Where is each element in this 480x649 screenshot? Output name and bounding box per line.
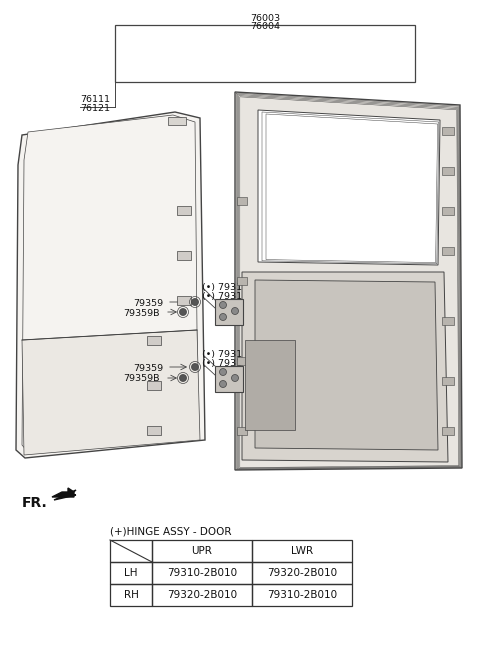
- Text: FR.: FR.: [22, 496, 48, 510]
- Bar: [152, 584, 252, 606]
- Circle shape: [192, 299, 199, 306]
- Polygon shape: [22, 330, 200, 455]
- Bar: [237, 197, 247, 205]
- Bar: [215, 366, 243, 392]
- Circle shape: [231, 308, 239, 315]
- Bar: [442, 207, 454, 215]
- Bar: [177, 251, 191, 260]
- Circle shape: [180, 308, 187, 315]
- Text: 76003: 76003: [250, 14, 280, 23]
- Bar: [442, 127, 454, 135]
- Bar: [442, 317, 454, 325]
- Text: RH: RH: [123, 590, 138, 600]
- Polygon shape: [54, 490, 76, 500]
- Bar: [110, 584, 152, 606]
- Text: 79310-2B010: 79310-2B010: [167, 568, 237, 578]
- Text: 79320-2B010: 79320-2B010: [167, 590, 237, 600]
- Text: (•) 79311: (•) 79311: [202, 350, 248, 359]
- Polygon shape: [242, 272, 448, 462]
- Bar: [147, 381, 161, 390]
- Text: LWR: LWR: [291, 546, 313, 556]
- Text: LH: LH: [124, 568, 138, 578]
- Text: 79359B: 79359B: [123, 374, 159, 383]
- Text: 79310-2B010: 79310-2B010: [267, 590, 337, 600]
- Bar: [168, 117, 186, 125]
- Circle shape: [231, 374, 239, 382]
- Bar: [237, 357, 247, 365]
- Bar: [147, 426, 161, 435]
- Text: 76121: 76121: [80, 104, 110, 113]
- Text: 79359: 79359: [133, 299, 163, 308]
- Bar: [177, 296, 191, 305]
- Text: (•) 79312: (•) 79312: [202, 292, 248, 301]
- Circle shape: [219, 302, 227, 308]
- Bar: [252, 584, 352, 606]
- Circle shape: [192, 363, 199, 371]
- Circle shape: [219, 380, 227, 387]
- Polygon shape: [235, 92, 462, 470]
- Circle shape: [180, 374, 187, 382]
- Bar: [110, 562, 152, 584]
- Text: 79320-2B010: 79320-2B010: [267, 568, 337, 578]
- Bar: [237, 277, 247, 285]
- Text: (•) 79311: (•) 79311: [202, 283, 248, 292]
- Bar: [442, 427, 454, 435]
- Text: 79359: 79359: [133, 364, 163, 373]
- Text: 76004: 76004: [250, 22, 280, 31]
- Circle shape: [219, 369, 227, 376]
- Bar: [147, 336, 161, 345]
- Polygon shape: [245, 340, 295, 430]
- Text: UPR: UPR: [192, 546, 213, 556]
- Circle shape: [219, 313, 227, 321]
- Text: (•) 79312: (•) 79312: [202, 359, 248, 368]
- Bar: [442, 247, 454, 255]
- Bar: [237, 427, 247, 435]
- Bar: [115, 25, 415, 82]
- Polygon shape: [255, 280, 438, 450]
- Bar: [252, 540, 352, 562]
- Polygon shape: [16, 112, 205, 458]
- Bar: [442, 167, 454, 175]
- Bar: [252, 562, 352, 584]
- Polygon shape: [258, 110, 440, 265]
- Polygon shape: [22, 115, 198, 452]
- Text: 79359B: 79359B: [123, 309, 159, 318]
- Bar: [152, 562, 252, 584]
- Text: (+)HINGE ASSY - DOOR: (+)HINGE ASSY - DOOR: [110, 527, 231, 537]
- Bar: [152, 540, 252, 562]
- Polygon shape: [52, 488, 74, 497]
- Bar: [215, 299, 243, 325]
- Bar: [442, 377, 454, 385]
- Bar: [177, 206, 191, 215]
- Bar: [110, 540, 152, 562]
- Text: 76111: 76111: [80, 95, 110, 104]
